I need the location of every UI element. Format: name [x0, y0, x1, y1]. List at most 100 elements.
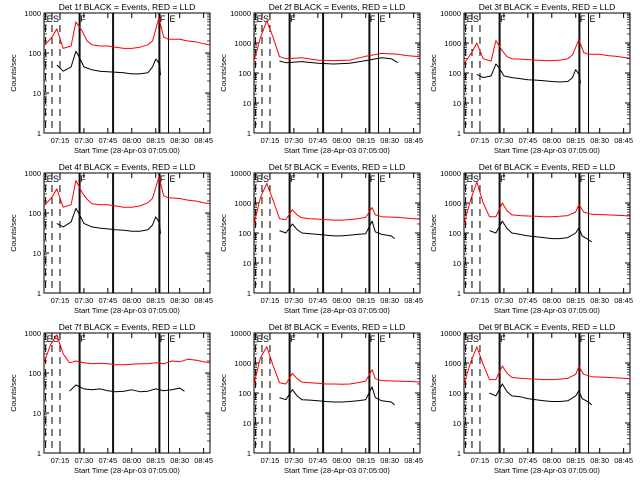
event-marker-label: E	[257, 334, 263, 344]
x-tick-label: 08:45	[404, 456, 423, 465]
y-axis-label: Counts/sec	[9, 214, 18, 252]
y-tick-label: 100	[28, 369, 41, 378]
y-tick-label: 10	[33, 89, 41, 98]
event-marker-label: E	[590, 174, 596, 184]
event-marker-label: E	[467, 334, 473, 344]
x-tick-label: 08:30	[590, 136, 609, 145]
x-tick-label: 08:00	[542, 296, 561, 305]
x-tick-label: 08:30	[170, 136, 189, 145]
series-line-lld	[43, 334, 211, 366]
event-marker-label: E	[170, 174, 176, 184]
x-tick-label: 07:15	[471, 136, 490, 145]
y-tick-label: 1000	[24, 9, 41, 18]
x-tick-label: 08:15	[146, 456, 165, 465]
event-marker-label: E	[380, 334, 386, 344]
series-line-events	[279, 57, 398, 65]
y-tick-label: 10	[33, 249, 41, 258]
event-marker-label: F	[580, 174, 586, 184]
plot-frame	[463, 172, 631, 294]
plot-frame	[253, 12, 421, 134]
x-tick-label: 07:45	[98, 456, 117, 465]
y-tick-label: 10000	[440, 329, 461, 338]
event-marker-label: S	[263, 334, 269, 344]
panel-6: Det 6f BLACK = Events, RED = LLD 1 10 100 10…	[429, 162, 633, 315]
y-tick-label: 1	[247, 449, 251, 458]
x-tick-label: 08:15	[146, 136, 165, 145]
x-tick-label: 08:15	[356, 456, 375, 465]
x-tick-label: 07:15	[261, 456, 280, 465]
y-axis-label: Counts/sec	[429, 54, 438, 92]
series-line-events	[476, 63, 581, 84]
event-marker-label: E	[467, 174, 473, 184]
series-line-lld	[253, 346, 421, 385]
series-line-lld	[253, 182, 421, 225]
x-axis-label: Start Time (28-Apr-03 07:05:00)	[74, 306, 180, 315]
y-axis-label: Counts/sec	[219, 214, 228, 252]
y-tick-label: 1	[37, 289, 41, 298]
y-tick-label: 1000	[444, 199, 461, 208]
event-marker-label: S	[263, 174, 269, 184]
x-tick-label: 07:45	[518, 296, 537, 305]
event-marker-label: E	[257, 14, 263, 24]
series-line-events	[489, 383, 593, 406]
plot-frame	[43, 172, 211, 294]
y-tick-label: 10	[453, 99, 461, 108]
x-tick-label: 08:30	[590, 456, 609, 465]
x-tick-label: 07:15	[261, 136, 280, 145]
event-marker-label: F	[290, 14, 296, 24]
x-tick-label: 08:30	[590, 296, 609, 305]
plot-frame	[43, 332, 211, 454]
event-marker-label: F	[80, 174, 86, 184]
event-marker-label: F	[370, 174, 376, 184]
x-tick-label: 07:30	[285, 136, 304, 145]
event-marker-label: F	[80, 334, 86, 344]
plot-frame	[463, 12, 631, 134]
y-tick-label: 1000	[444, 39, 461, 48]
y-tick-label: 100	[28, 209, 41, 218]
x-tick-label: 08:00	[122, 456, 141, 465]
y-tick-label: 10	[243, 419, 251, 428]
y-tick-label: 100	[238, 69, 251, 78]
series-line-lld	[253, 20, 421, 62]
y-tick-label: 1000	[444, 359, 461, 368]
x-tick-label: 08:15	[356, 296, 375, 305]
series-line-lld	[43, 176, 211, 208]
series-line-events	[279, 386, 395, 406]
x-tick-label: 08:45	[614, 136, 633, 145]
x-tick-label: 07:30	[495, 456, 514, 465]
x-tick-label: 07:45	[98, 136, 117, 145]
x-tick-label: 07:30	[75, 456, 94, 465]
event-marker-label: S	[263, 14, 269, 24]
y-tick-label: 1	[37, 449, 41, 458]
event-marker-label: F	[160, 174, 166, 184]
y-tick-label: 10	[453, 419, 461, 428]
x-tick-label: 08:15	[356, 136, 375, 145]
event-marker-label: E	[47, 174, 53, 184]
y-tick-label: 1	[457, 289, 461, 298]
panel-title: Det 5f BLACK = Events, RED = LLD	[269, 162, 406, 172]
event-marker-label: S	[473, 14, 479, 24]
y-axis-label: Counts/sec	[9, 54, 18, 92]
y-tick-label: 100	[238, 229, 251, 238]
event-marker-label: E	[170, 334, 176, 344]
x-tick-label: 08:30	[170, 296, 189, 305]
x-axis-label: Start Time (28-Apr-03 07:05:00)	[284, 466, 390, 475]
plot-frame	[43, 12, 211, 134]
y-tick-label: 10	[453, 259, 461, 268]
x-axis-label: Start Time (28-Apr-03 07:05:00)	[494, 306, 600, 315]
series-line-lld	[463, 181, 631, 225]
y-tick-label: 10000	[230, 9, 251, 18]
panel-2: Det 2f BLACK = Events, RED = LLD 1 10 100 10…	[219, 2, 423, 155]
x-axis-label: Start Time (28-Apr-03 07:05:00)	[284, 306, 390, 315]
event-marker-label: E	[47, 334, 53, 344]
x-tick-label: 08:45	[614, 456, 633, 465]
y-axis-label: Counts/sec	[429, 214, 438, 252]
panel-title: Det 4f BLACK = Events, RED = LLD	[59, 162, 196, 172]
y-tick-label: 100	[448, 229, 461, 238]
x-tick-label: 07:15	[261, 296, 280, 305]
series-line-lld	[463, 39, 631, 65]
panel-9: Det 9f BLACK = Events, RED = LLD 1 10 100 10…	[429, 322, 633, 475]
x-tick-label: 07:30	[495, 136, 514, 145]
y-tick-label: 1	[247, 129, 251, 138]
